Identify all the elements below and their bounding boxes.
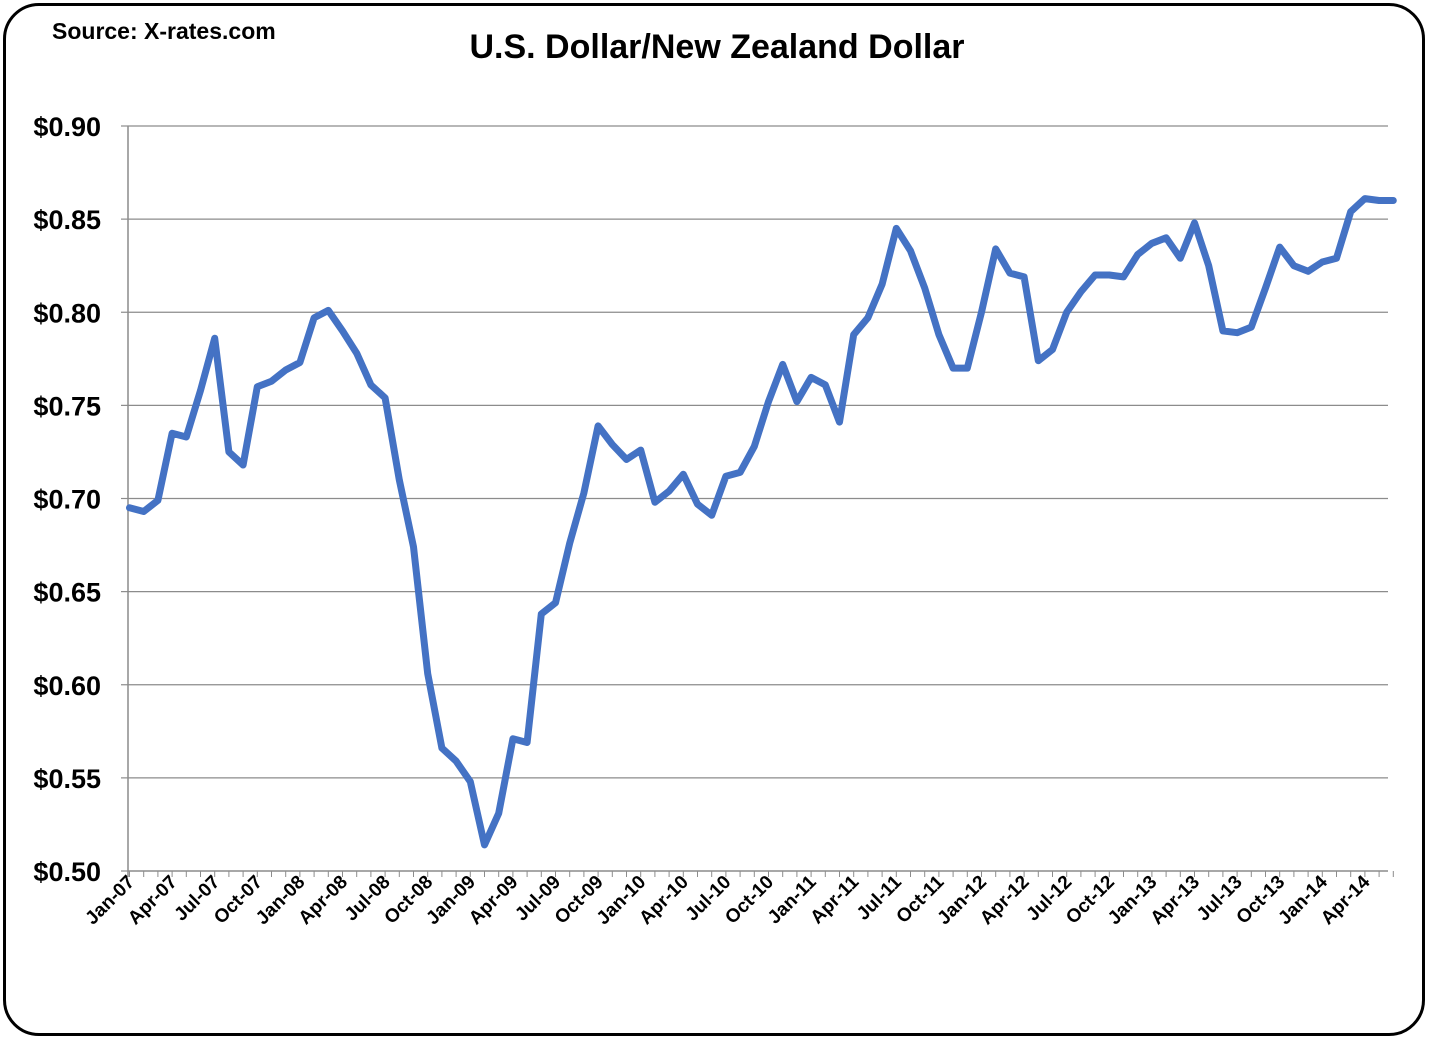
source-note: Source: X-rates.com — [52, 18, 276, 44]
chart-frame — [3, 3, 1425, 1036]
y-tick-label: $0.85 — [33, 205, 101, 235]
y-tick-label: $0.80 — [33, 298, 101, 328]
series-line — [126, 195, 1397, 849]
y-tick-label: $0.70 — [33, 485, 101, 515]
x-tick-label: Apr-13 — [1147, 872, 1204, 929]
y-axis: $0.50 $0.55 $0.60 $0.65 $0.70 $0.75 $0.80 $0.85… — [33, 112, 129, 887]
chart-title: U.S. Dollar/New Zealand Dollar — [469, 28, 965, 66]
x-tick-label: Apr-11 — [807, 871, 864, 928]
x-tick-label: Apr-12 — [976, 872, 1033, 929]
y-tick-label: $0.65 — [33, 578, 101, 608]
y-tick-label: $0.55 — [33, 764, 101, 794]
y-tick-label: $0.50 — [33, 857, 101, 887]
x-tick-label: Apr-07 — [124, 872, 181, 929]
x-tick-label: Apr-08 — [295, 872, 352, 929]
y-tick-label: $0.90 — [33, 112, 101, 142]
gridlines — [128, 125, 1388, 779]
x-axis: Jan-07Apr-07Jul-07Oct-07Jan-08Apr-08Jul-… — [82, 870, 1394, 929]
y-tick-label: $0.75 — [33, 391, 101, 421]
plot-area — [126, 195, 1397, 849]
x-tick-label: Apr-14 — [1317, 871, 1375, 929]
x-tick-label: Apr-09 — [465, 872, 522, 929]
y-tick-label: $0.60 — [33, 671, 101, 701]
x-tick-label: Apr-10 — [635, 872, 692, 929]
